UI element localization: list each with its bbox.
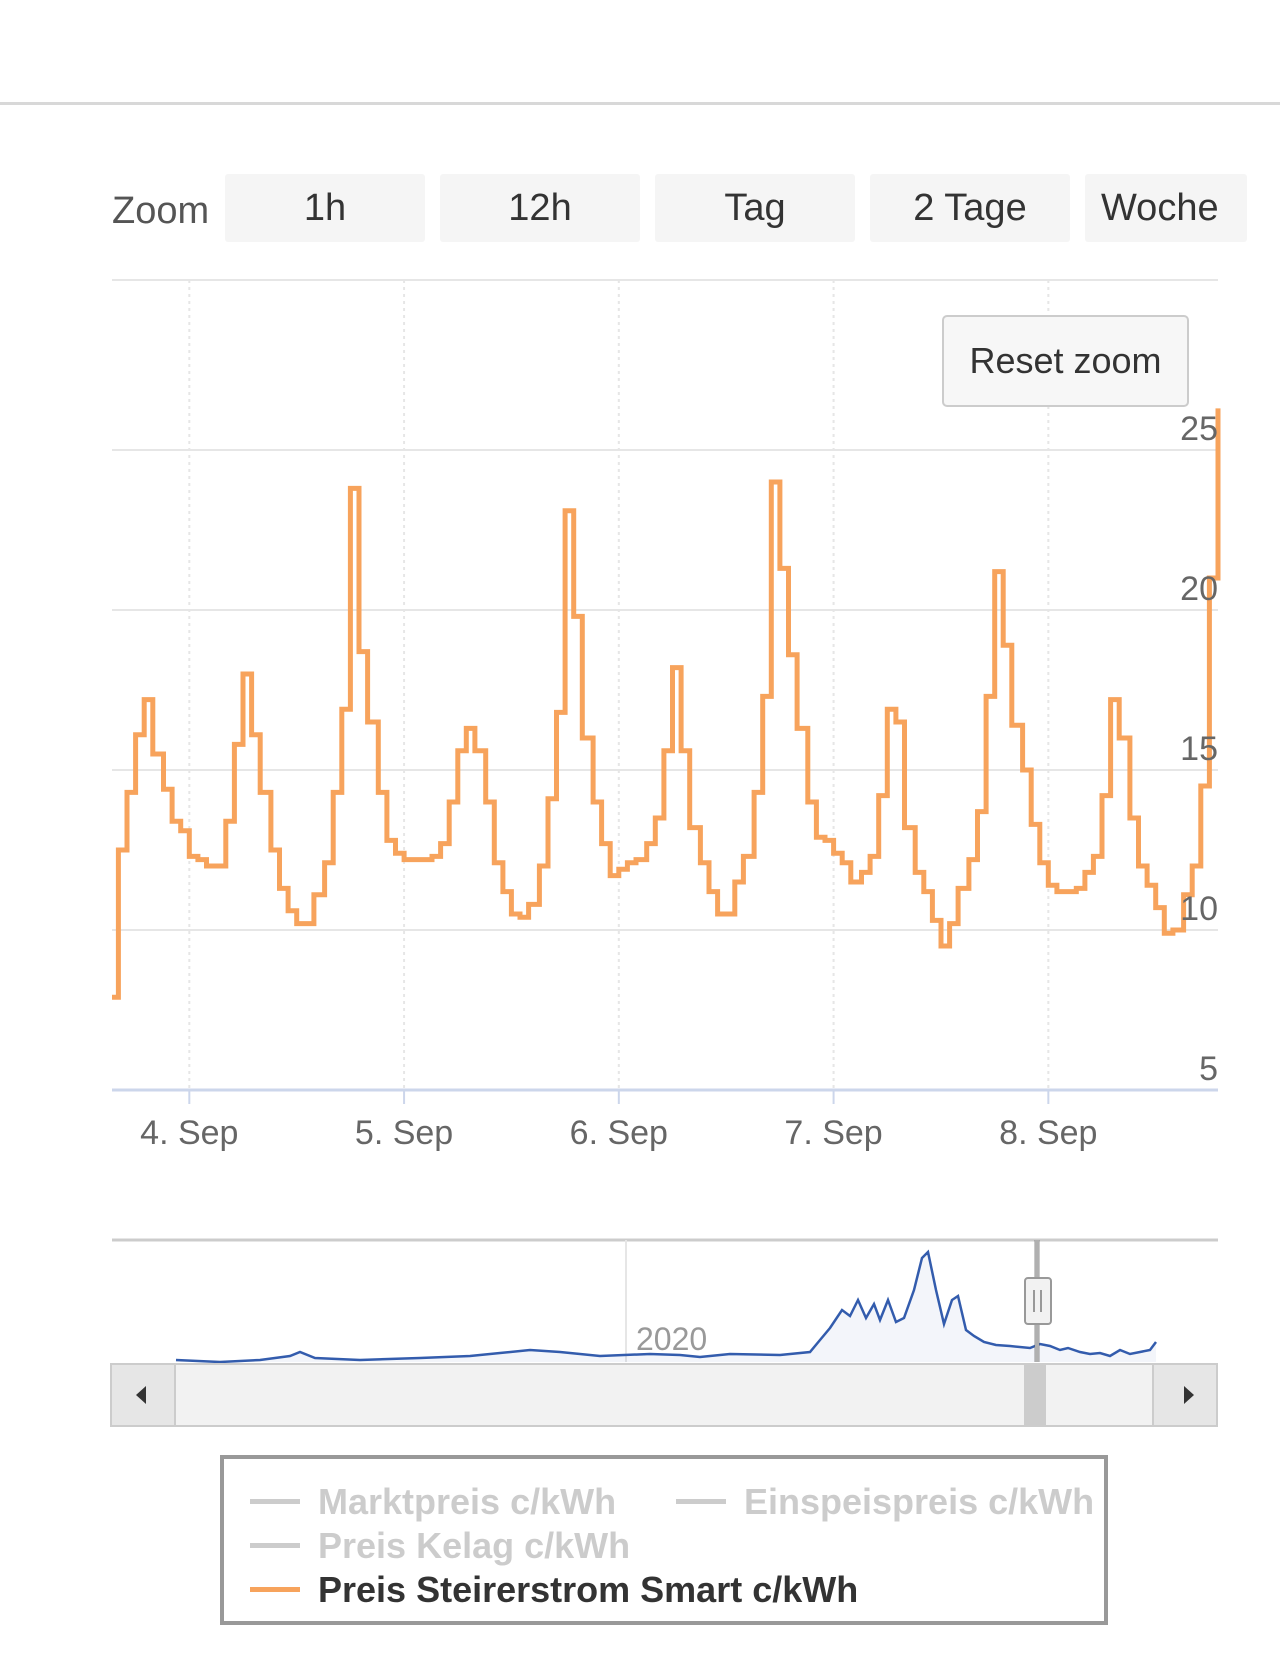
legend-swatch bbox=[250, 1542, 300, 1548]
y-tick-label: 25 bbox=[1180, 410, 1218, 448]
y-tick-label: 10 bbox=[1180, 890, 1218, 928]
y-tick-label: 20 bbox=[1180, 570, 1218, 608]
top-divider bbox=[0, 102, 1280, 105]
zoom-button-woche[interactable]: Woche bbox=[1085, 174, 1247, 242]
series-line-steirerstrom bbox=[112, 408, 1221, 1000]
legend-item-einspeispreis[interactable]: Einspeispreis c/kWh bbox=[676, 1481, 1094, 1523]
x-tick-label: 6. Sep bbox=[570, 1114, 668, 1152]
scroll-right-button[interactable] bbox=[1152, 1365, 1216, 1425]
legend-label: Marktpreis c/kWh bbox=[318, 1481, 617, 1522]
scrollbar[interactable] bbox=[110, 1363, 1218, 1427]
legend-item-steirerstrom-smart[interactable]: Preis Steirerstrom Smart c/kWh bbox=[250, 1569, 858, 1611]
legend-label: Preis Kelag c/kWh bbox=[318, 1525, 631, 1566]
zoom-button-2-tage[interactable]: 2 Tage bbox=[870, 174, 1070, 242]
arrow-right-icon bbox=[1184, 1386, 1194, 1404]
arrow-left-icon bbox=[136, 1386, 146, 1404]
y-tick-label: 15 bbox=[1180, 730, 1218, 768]
zoom-button-1h[interactable]: 1h bbox=[225, 174, 425, 242]
navigator-handle[interactable] bbox=[1024, 1240, 1052, 1362]
zoom-button-12h[interactable]: 12h bbox=[440, 174, 640, 242]
scroll-thumb[interactable] bbox=[1024, 1365, 1046, 1425]
legend-label: Preis Steirerstrom Smart c/kWh bbox=[318, 1569, 859, 1610]
x-tick-label: 4. Sep bbox=[140, 1114, 238, 1152]
y-tick-label: 5 bbox=[1199, 1050, 1218, 1088]
legend-item-kelag[interactable]: Preis Kelag c/kWh bbox=[250, 1525, 630, 1567]
zoom-button-tag[interactable]: Tag bbox=[655, 174, 855, 242]
y-axis: 5 10 15 20 25 bbox=[1180, 410, 1218, 1088]
scroll-left-button[interactable] bbox=[112, 1365, 176, 1425]
zoom-label: Zoom bbox=[112, 190, 210, 232]
legend-swatch bbox=[676, 1498, 726, 1504]
x-axis: 4. Sep 5. Sep 6. Sep 7. Sep 8. Sep bbox=[140, 280, 1097, 1152]
legend-label: Einspeispreis c/kWh bbox=[744, 1481, 1095, 1522]
x-tick-label: 5. Sep bbox=[355, 1114, 453, 1152]
x-tick-label: 7. Sep bbox=[784, 1114, 882, 1152]
legend-item-marktpreis[interactable]: Marktpreis c/kWh bbox=[250, 1481, 616, 1523]
legend-swatch bbox=[250, 1586, 300, 1592]
reset-zoom-button[interactable]: Reset zoom bbox=[942, 315, 1189, 407]
x-tick-label: 8. Sep bbox=[999, 1114, 1097, 1152]
legend-swatch bbox=[250, 1498, 300, 1504]
legend: Marktpreis c/kWh Einspeispreis c/kWh Pre… bbox=[220, 1455, 1108, 1625]
